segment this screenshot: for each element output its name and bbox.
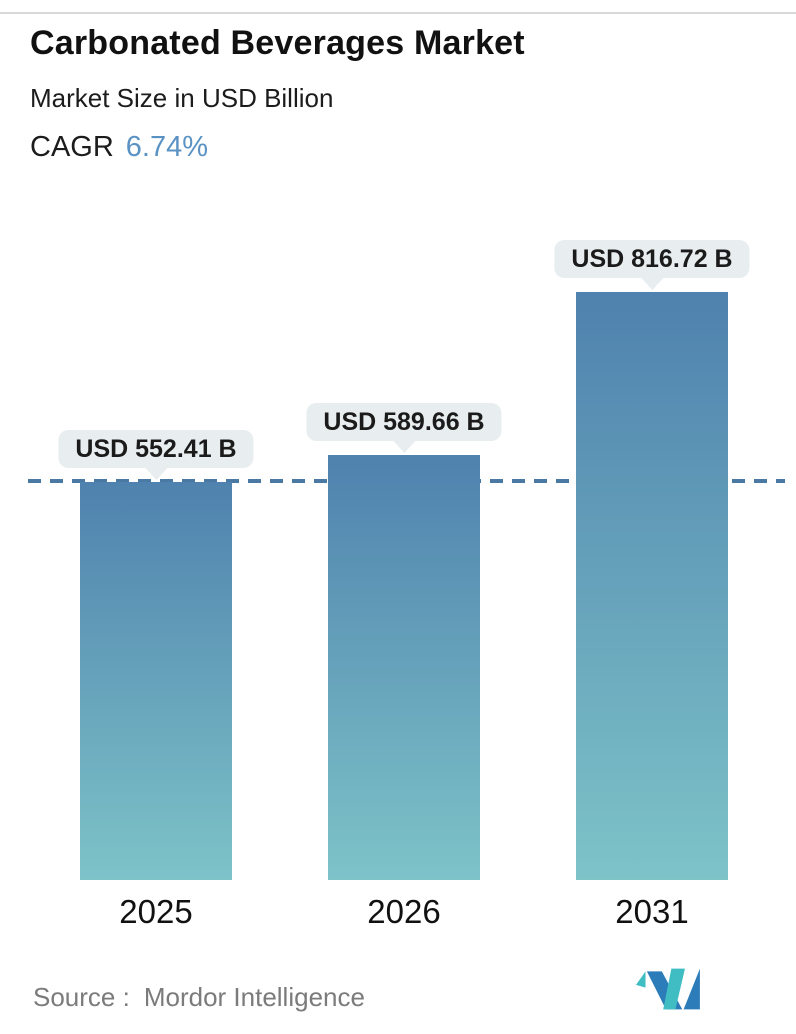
data-label-bubble-2025: USD 552.41 B: [58, 430, 254, 468]
top-divider: [0, 12, 796, 14]
data-label-bubble-2031: USD 816.72 B: [554, 240, 750, 278]
header: Carbonated Beverages Market Market Size …: [30, 24, 525, 164]
x-axis-label-2025: 2025: [119, 893, 193, 930]
page-title: Carbonated Beverages Market: [30, 24, 525, 62]
logo-teal-left-triangle: [636, 971, 646, 988]
mordor-intelligence-logo: [636, 968, 700, 1010]
x-axis-label-2026: 2026: [367, 893, 441, 930]
cagr-value: 6.74%: [125, 131, 209, 163]
bar-2025: [80, 482, 232, 880]
logo-blue-right-triangle: [683, 968, 700, 1010]
source-value: Mordor Intelligence: [143, 982, 365, 1012]
cagr-row: CAGR 6.74%: [30, 131, 525, 164]
bar-2031: [576, 292, 728, 880]
chart-subtitle: Market Size in USD Billion: [30, 83, 334, 113]
data-label-bubble-2026: USD 589.66 B: [306, 403, 502, 441]
x-axis-label-2031: 2031: [615, 893, 689, 930]
bar-2026: [328, 455, 480, 880]
source-label: Source :: [33, 982, 130, 1012]
cagr-label: CAGR: [30, 131, 114, 163]
source-text: Source : Mordor Intelligence: [33, 982, 365, 1013]
logo-teal-right-band: [663, 968, 685, 1010]
